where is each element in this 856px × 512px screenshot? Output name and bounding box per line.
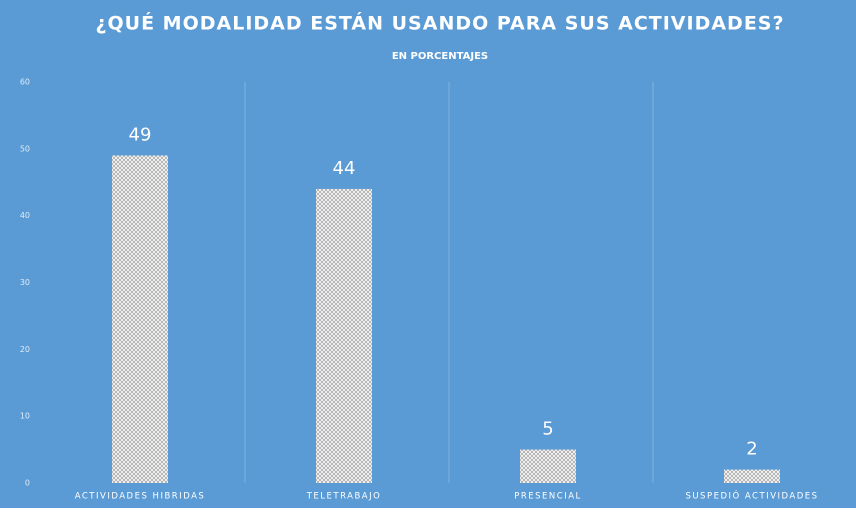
bar [520, 449, 576, 483]
x-tick-label: ACTIVIDADES HIBRIDAS [75, 492, 206, 502]
bar [316, 188, 372, 483]
data-label: 5 [542, 419, 553, 440]
data-label: 44 [333, 158, 356, 179]
data-label: 49 [129, 125, 152, 146]
y-tick-label: 20 [20, 345, 30, 354]
y-tick-label: 10 [20, 412, 30, 421]
y-tick-label: 0 [25, 479, 30, 488]
chart-title: ¿QUÉ MODALIDAD ESTÁN USANDO PARA SUS ACT… [95, 12, 784, 35]
x-tick-label: SUSPEDIÓ ACTIVIDADES [685, 490, 818, 502]
data-label: 2 [746, 439, 757, 460]
bar [112, 155, 168, 483]
bar [724, 469, 780, 483]
x-tick-label: TELETRABAJO [306, 492, 382, 502]
y-tick-label: 50 [20, 144, 30, 153]
y-tick-label: 60 [20, 78, 30, 87]
y-tick-label: 40 [20, 211, 30, 220]
chart-subtitle: EN PORCENTAJES [392, 51, 488, 62]
x-tick-label: PRESENCIAL [514, 492, 582, 502]
y-tick-label: 30 [20, 278, 30, 287]
